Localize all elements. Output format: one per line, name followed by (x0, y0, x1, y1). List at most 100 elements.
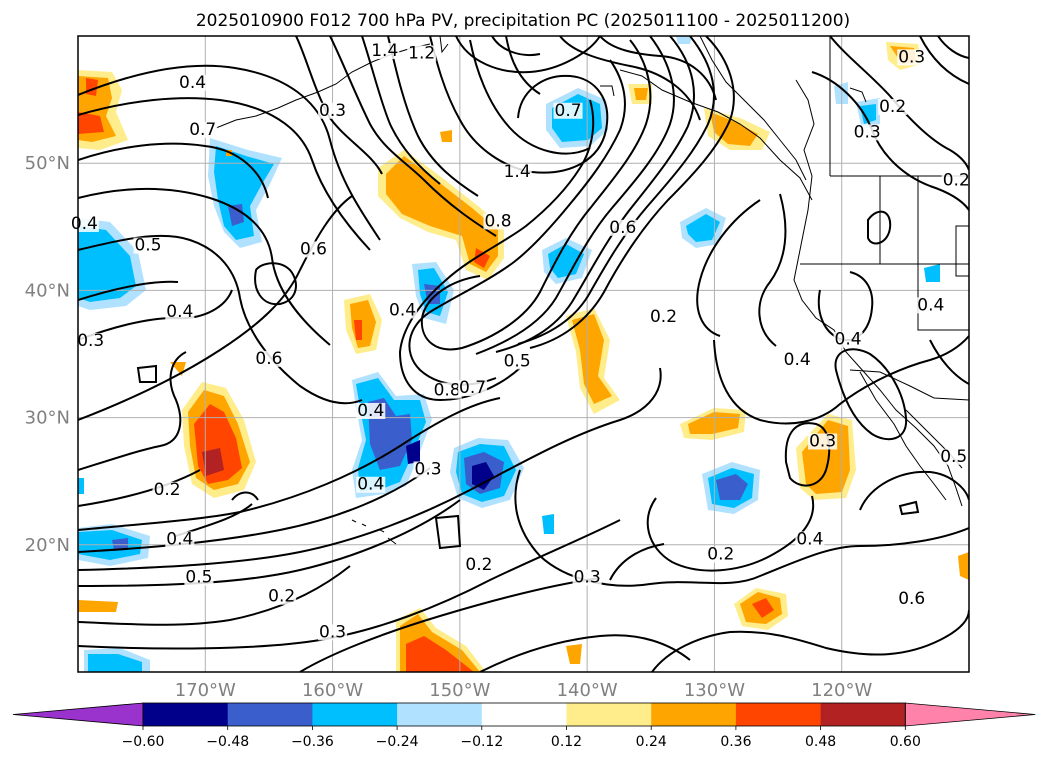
chart-title: 2025010900 F012 700 hPa PV, precipitatio… (196, 11, 850, 31)
contour-label-bg (370, 42, 400, 59)
contour-label-bg (502, 353, 532, 370)
contour-line (937, 36, 969, 59)
lat-tick-label: 50°N (25, 153, 70, 174)
contour-label-bg (458, 380, 488, 397)
contour-label-bg (407, 45, 437, 62)
fill-negative-s-deep (112, 538, 128, 550)
lon-tick-label: 170°W (175, 680, 236, 701)
fill-positive-dot (440, 130, 452, 142)
contour-label-bg (184, 569, 214, 586)
contour-line (231, 491, 259, 501)
colorbar-tick-label: −0.36 (291, 734, 334, 750)
lat-tick-label: 20°N (25, 535, 70, 556)
contour-line (867, 210, 892, 245)
contour-label: 0.6 (300, 239, 327, 259)
contour-label-bg (941, 172, 971, 189)
contour-label: 0.2 (650, 307, 677, 327)
contour-line (78, 351, 187, 471)
map-area (78, 36, 969, 672)
contour-label-bg (254, 350, 284, 367)
fill-positive-ak3-core (634, 88, 648, 100)
contour-label: 0.4 (784, 350, 811, 370)
contour-label: 0.4 (166, 529, 193, 549)
contour-label: 0.4 (917, 295, 944, 315)
contour-label-bg (267, 588, 297, 605)
contour-label: 0.3 (898, 47, 925, 67)
contour-line (254, 262, 297, 306)
contour-label: 1.4 (504, 162, 531, 182)
contour-line (529, 36, 735, 349)
contour-line (829, 36, 969, 171)
contour-label: 0.5 (134, 236, 161, 256)
contour-label: 0.5 (504, 351, 531, 371)
pv-contours (78, 36, 969, 672)
coastline-north-america (793, 79, 963, 507)
contour-line (455, 36, 601, 74)
contour-line (429, 36, 609, 174)
contour-label-bg (833, 331, 863, 348)
lat-tick-label: 30°N (25, 408, 70, 429)
lon-tick-label: 160°W (302, 680, 363, 701)
colorbar-tick-label: −0.12 (460, 734, 503, 750)
contour-label: 0.2 (465, 555, 492, 575)
coastline-alaska-panhandle (699, 36, 807, 181)
contour-label: 0.3 (415, 459, 442, 479)
contour-label: 0.8 (485, 211, 512, 231)
colorbar-tick-label: −0.24 (376, 734, 419, 750)
fill-negative-h (834, 82, 848, 104)
contour-label-bg (152, 481, 182, 498)
contour-line (491, 36, 541, 56)
contour-label-bg (939, 448, 969, 465)
colorbar-tick-label: −0.48 (206, 734, 249, 750)
contour-line (434, 514, 462, 550)
fill-positive-j-core (572, 314, 612, 404)
contour-label-bg (133, 237, 163, 254)
colorbar-segment (820, 703, 906, 726)
contour-label: 1.4 (371, 41, 398, 61)
contour-label: 0.2 (268, 587, 295, 607)
contour-line (929, 339, 969, 385)
contour-label: 0.6 (255, 349, 282, 369)
contour-label: 0.5 (185, 568, 212, 588)
contour-label-bg (356, 476, 386, 493)
contour-label: 0.3 (854, 122, 881, 142)
contour-label-bg (916, 297, 946, 314)
fill-negative-t-core (88, 654, 142, 672)
contour-line (469, 39, 591, 155)
contour-line (898, 500, 920, 516)
colorbar-segment (566, 703, 652, 726)
contour-line (78, 234, 363, 405)
contour-line (599, 36, 717, 101)
fill-negative-z (78, 478, 84, 494)
contour-label: 0.7 (555, 101, 582, 121)
contour-label: 0.3 (319, 622, 346, 642)
contour-line (78, 565, 351, 626)
contour-line (78, 188, 331, 346)
contour-line (78, 499, 461, 587)
colorbar-segment (227, 703, 313, 726)
colorbar-segment (312, 703, 398, 726)
colorbar-segment (143, 703, 229, 726)
contour-line (609, 543, 665, 581)
contour-label: 0.3 (319, 101, 346, 121)
contour-line (559, 36, 701, 121)
contour-line (387, 36, 479, 197)
colorbar-tick-label: 0.36 (720, 734, 751, 750)
colorbar-extend-low (12, 702, 144, 727)
contour-line (361, 36, 441, 185)
contour-label-bg (852, 124, 882, 141)
contour-label-bg (178, 74, 208, 91)
contour-line (78, 467, 431, 553)
contour-label-bg (648, 308, 679, 325)
contour-label-bg (897, 591, 927, 608)
islands-alaska (439, 36, 867, 103)
contour-label-bg (464, 556, 494, 573)
colorbar-tick-label: −0.60 (122, 734, 165, 750)
lon-tick-label: 120°W (811, 680, 872, 701)
contour-label: 0.3 (77, 331, 104, 351)
colorbar-segment (481, 703, 567, 726)
fill-negative-e-core (548, 244, 584, 278)
fill-negative-o-deep (716, 474, 748, 500)
contour-line (713, 335, 969, 425)
contour-label: 0.4 (166, 302, 193, 322)
